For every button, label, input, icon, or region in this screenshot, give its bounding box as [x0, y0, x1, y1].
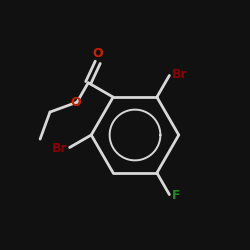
Text: Br: Br: [172, 68, 188, 81]
Text: O: O: [92, 47, 103, 60]
Text: F: F: [172, 189, 180, 202]
Text: O: O: [70, 96, 81, 109]
Text: Br: Br: [52, 142, 67, 155]
